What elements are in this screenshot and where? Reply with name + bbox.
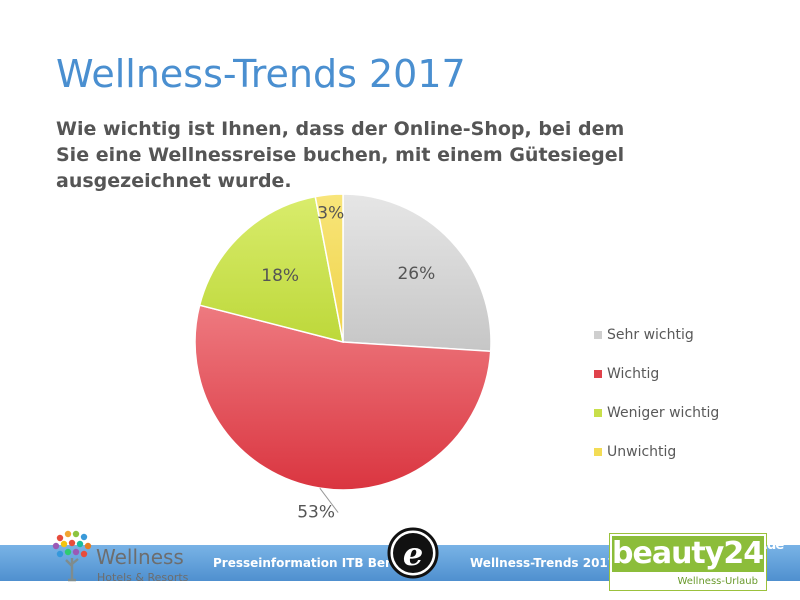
legend-swatch-sehr-wichtig [594,331,602,339]
trusted-shops-e-logo: e [387,527,439,579]
pie-slice-unwichtig [314,193,344,343]
tree-icon [52,530,92,582]
data-label-wichtig: 53% [297,503,335,520]
wellness-hotels-logo: Wellness Hotels & Resorts [50,528,190,590]
legend-label-wichtig: Wichtig [607,366,659,382]
data-label-sehr-wichtig: 26% [397,264,435,284]
data-label-weniger-wichtig: 18% [261,266,299,286]
survey-question: Wie wichtig ist Ihnen, dass der Online-S… [56,118,625,192]
legend-swatch-weniger-wichtig [594,409,602,417]
logo-word: Wellness [96,545,184,569]
beauty24-wordmark: beauty24.de [612,536,784,572]
legend-label-weniger-wichtig: Weniger wichtig [607,405,719,421]
svg-text:e: e [403,535,423,573]
pie-slice-weniger-wichtig [198,195,344,344]
pie-chart: 26% 53% 18% 3% Sehr wichtig Wichtig Weniger w… [194,193,719,520]
logo-sub: Hotels & Resorts [97,571,189,584]
beauty24-subline: Wellness-Urlaub [677,576,758,587]
footer-press-label: Presseinformation ITB Berlin [213,556,408,570]
pie-slice-wichtig [194,304,492,491]
leader-line-wichtig [319,487,339,513]
legend-swatch-unwichtig [594,448,602,456]
legend-swatch-wichtig [594,370,602,378]
page-title: Wellness-Trends 2017 [56,52,466,96]
footer-trend-label: Wellness-Trends 2017 [470,556,617,570]
beauty24-logo: beauty24.de Wellness-Urlaub [609,533,784,591]
pie-slice-sehr-wichtig [342,193,492,353]
legend-label-unwichtig: Unwichtig [607,444,676,460]
legend-label-sehr-wichtig: Sehr wichtig [607,327,694,343]
data-label-unwichtig: 3% [317,203,344,223]
